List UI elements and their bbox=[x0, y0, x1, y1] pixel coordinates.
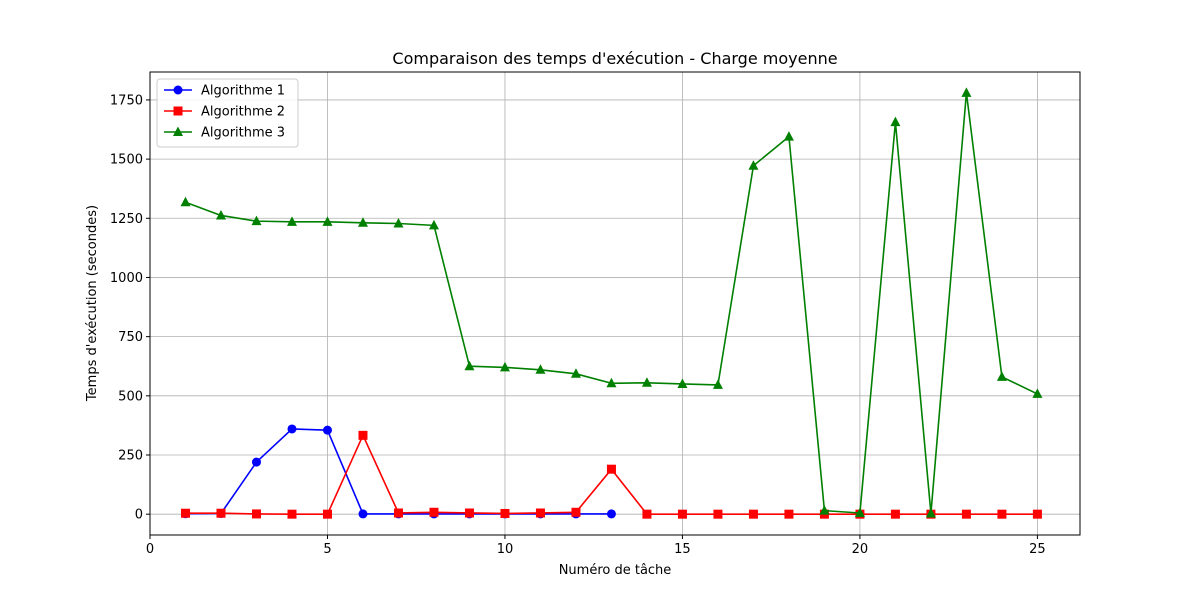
y-tick-label: 1250 bbox=[110, 212, 143, 227]
series-2-point bbox=[748, 509, 758, 519]
series-1-point bbox=[322, 425, 332, 435]
x-axis-ticks: 0 5 10 15 20 25 bbox=[146, 535, 1046, 557]
x-tick-label: 0 bbox=[146, 542, 154, 557]
series-2-point bbox=[1032, 509, 1042, 519]
series-3-point bbox=[499, 361, 510, 372]
series-2-point bbox=[642, 509, 652, 519]
series-3-point bbox=[393, 217, 404, 228]
series-3-point bbox=[712, 379, 723, 389]
series-2-point bbox=[251, 509, 261, 519]
series-1-point bbox=[358, 509, 368, 519]
series-3-point bbox=[322, 216, 333, 226]
series-3-point bbox=[677, 378, 688, 388]
y-tick-label: 500 bbox=[118, 389, 143, 404]
series-2-point bbox=[606, 464, 616, 474]
series-3-point bbox=[428, 219, 439, 230]
series-2-point bbox=[429, 507, 439, 517]
y-tick-label: 0 bbox=[135, 508, 143, 523]
legend-label: Algorithme 2 bbox=[201, 105, 285, 120]
series-2-point bbox=[216, 508, 226, 518]
series-3-point bbox=[854, 507, 865, 517]
series-2-point bbox=[464, 508, 474, 518]
x-tick-label: 20 bbox=[852, 542, 869, 557]
series-2-point bbox=[784, 509, 794, 519]
series-3-point bbox=[180, 196, 191, 207]
legend-box bbox=[156, 78, 299, 148]
series-1-point bbox=[251, 457, 261, 467]
series-3-point bbox=[641, 377, 652, 387]
chart-title: Comparaison des temps d'exécution - Char… bbox=[392, 49, 837, 68]
series-2-point bbox=[358, 430, 368, 440]
x-tick-label: 5 bbox=[323, 542, 331, 557]
series-2-point bbox=[535, 508, 545, 518]
series-1-point bbox=[287, 424, 297, 434]
series-2-point bbox=[961, 509, 971, 519]
series-2-point bbox=[393, 508, 403, 518]
series-3-point bbox=[251, 215, 262, 226]
series-3-point bbox=[286, 216, 297, 226]
y-tick-label: 1000 bbox=[110, 271, 143, 286]
series-3-point bbox=[606, 377, 617, 388]
series-2-point bbox=[677, 509, 687, 519]
series-2-point bbox=[997, 509, 1007, 519]
series-3-point bbox=[783, 131, 794, 141]
series-3-point bbox=[535, 364, 546, 374]
plot-frame bbox=[149, 71, 1081, 536]
series-2-point bbox=[713, 509, 723, 519]
series-3-point bbox=[464, 360, 475, 371]
series-3-point bbox=[570, 368, 581, 378]
series-1-point bbox=[606, 509, 616, 519]
y-tick-label: 250 bbox=[118, 448, 143, 463]
series-2-point bbox=[180, 508, 190, 518]
x-tick-label: 10 bbox=[497, 542, 514, 557]
series-2-point bbox=[500, 508, 510, 518]
y-tick-label: 750 bbox=[118, 330, 143, 345]
series-3-point bbox=[890, 116, 901, 127]
legend-label: Algorithme 3 bbox=[201, 126, 285, 141]
x-tick-label: 25 bbox=[1029, 542, 1046, 557]
y-tick-label: 1750 bbox=[110, 93, 143, 108]
series-3-point bbox=[357, 217, 368, 227]
series-3 bbox=[180, 87, 1043, 518]
legend-marker bbox=[173, 106, 183, 116]
series-3-point bbox=[819, 505, 830, 515]
series-2-point bbox=[322, 509, 332, 519]
x-axis-label: Numéro de tâche bbox=[559, 563, 672, 578]
y-axis-label: Temps d'exécution (secondes) bbox=[85, 205, 100, 402]
series-3-point bbox=[215, 209, 226, 220]
series-2-point bbox=[890, 509, 900, 519]
series-3-point bbox=[961, 87, 972, 97]
legend-marker bbox=[173, 85, 183, 95]
series-3-point bbox=[925, 507, 936, 518]
series-3-point bbox=[1032, 388, 1043, 398]
legend-marker bbox=[173, 126, 183, 136]
series-3-point bbox=[748, 160, 759, 170]
y-axis-ticks: 0 250 500 750 1000 1250 1500 1750 bbox=[110, 93, 150, 523]
legend: Algorithme 1 Algorithme 2 Algorithme 3 bbox=[156, 78, 299, 148]
series-2-point bbox=[287, 509, 297, 519]
legend-label: Algorithme 1 bbox=[201, 84, 285, 99]
series-3-point bbox=[996, 371, 1007, 381]
x-tick-label: 15 bbox=[674, 542, 691, 557]
y-tick-label: 1500 bbox=[110, 153, 143, 168]
series-2-point bbox=[571, 507, 581, 517]
series-layer bbox=[180, 87, 1043, 519]
